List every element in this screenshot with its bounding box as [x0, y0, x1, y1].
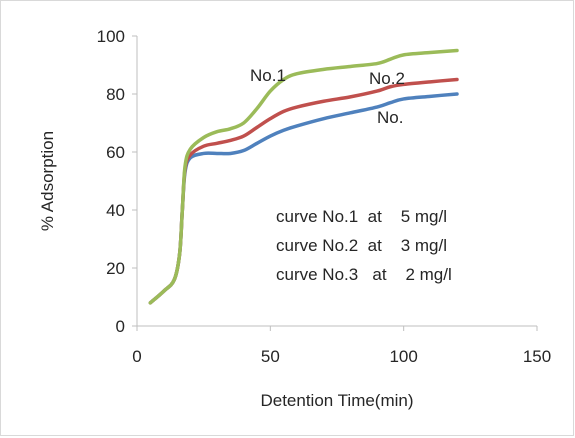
series-line-1 — [148, 48, 459, 305]
y-axis-title: % Adsorption — [38, 131, 57, 231]
series-label-2: No.2 — [369, 69, 405, 88]
y-tick-label: 20 — [106, 259, 125, 278]
curve-annotation-1: curve No.1 at 5 mg/l — [276, 207, 447, 226]
x-axis-title: Detention Time(min) — [260, 391, 413, 410]
y-tick-label: 100 — [97, 27, 125, 46]
series-label-1: No.1 — [250, 66, 286, 85]
y-tick-label: 80 — [106, 85, 125, 104]
y-tick-label: 40 — [106, 201, 125, 220]
x-tick-label: 150 — [523, 347, 551, 366]
y-tick-label: 60 — [106, 143, 125, 162]
curve-annotation-3: curve No.3 at 2 mg/l — [276, 265, 452, 284]
y-tick-label: 0 — [116, 317, 125, 336]
series-label-3: No. — [377, 108, 403, 127]
curve-annotation-2: curve No.2 at 3 mg/l — [276, 236, 447, 255]
x-tick-label: 100 — [389, 347, 417, 366]
x-tick-label: 0 — [132, 347, 141, 366]
x-tick-label: 50 — [261, 347, 280, 366]
